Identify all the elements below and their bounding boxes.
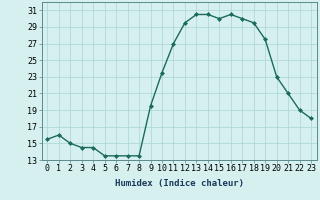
- X-axis label: Humidex (Indice chaleur): Humidex (Indice chaleur): [115, 179, 244, 188]
